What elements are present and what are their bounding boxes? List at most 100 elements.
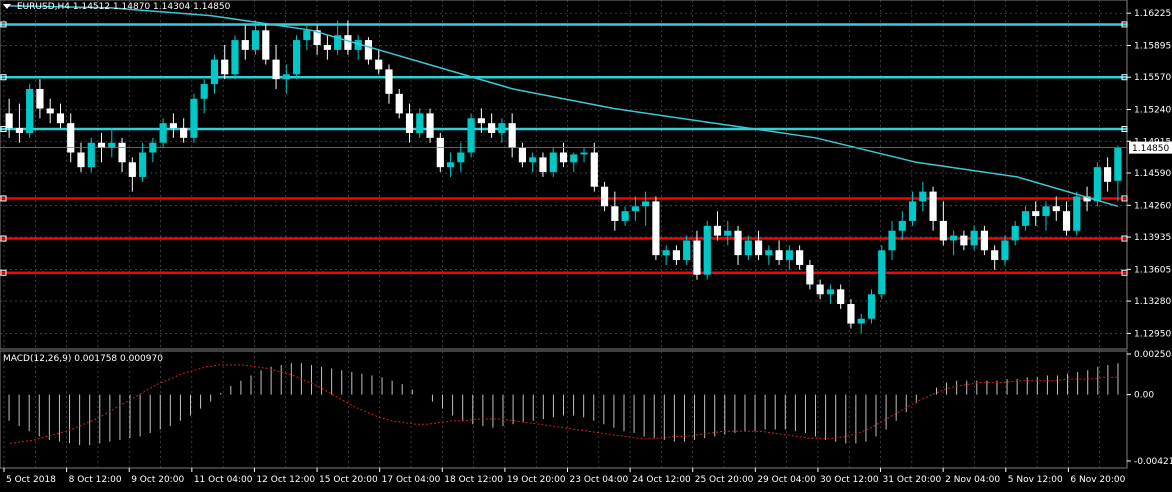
- candle-body: [765, 250, 773, 256]
- line-handle[interactable]: [1121, 195, 1128, 202]
- line-handle[interactable]: [1121, 126, 1128, 133]
- candle-body: [477, 118, 485, 124]
- current-price-label: 1.14850: [1132, 144, 1169, 154]
- candle-body: [652, 201, 660, 256]
- price-axis-label: 1.12950: [1134, 329, 1171, 339]
- candle-body: [878, 250, 886, 295]
- candle-body: [1001, 240, 1009, 261]
- macd-panel-frame: [0, 350, 1128, 469]
- time-axis-label: 18 Oct 12:00: [444, 475, 503, 485]
- candle-body: [590, 152, 598, 187]
- time-axis-label: 29 Oct 04:00: [757, 475, 816, 485]
- candle-body: [231, 40, 239, 75]
- time-axis-label: 23 Oct 04:00: [570, 475, 629, 485]
- time-axis-label: 5 Nov 12:00: [1008, 475, 1063, 485]
- candle-body: [169, 123, 177, 129]
- line-handle[interactable]: [1121, 21, 1128, 28]
- candle-body: [108, 142, 116, 148]
- price-axis-label: 1.16225: [1134, 9, 1171, 19]
- candle-body: [806, 264, 814, 285]
- candle-body: [703, 225, 711, 275]
- time-axis-label: 30 Oct 12:00: [820, 475, 879, 485]
- price-axis-label: 1.15895: [1134, 41, 1171, 51]
- candle-body: [457, 152, 465, 163]
- candle-body: [837, 289, 845, 305]
- candle-body: [36, 88, 44, 109]
- candle-body: [508, 123, 516, 148]
- candle-body: [190, 98, 198, 138]
- candle-body: [1042, 206, 1050, 217]
- candle-body: [128, 162, 136, 177]
- price-panel-frame: [0, 0, 1128, 350]
- candle-body: [272, 59, 280, 80]
- candle-body: [642, 201, 650, 207]
- line-handle[interactable]: [0, 21, 7, 28]
- price-axis-label: 1.13935: [1134, 233, 1171, 243]
- line-handle[interactable]: [1121, 74, 1128, 81]
- current-price-tag: [1129, 141, 1172, 154]
- line-handle[interactable]: [0, 74, 7, 81]
- candle-body: [919, 191, 927, 202]
- macd-signal-line: [10, 364, 1117, 444]
- candle-body: [1052, 206, 1060, 212]
- line-handle[interactable]: [0, 269, 7, 276]
- candle-body: [970, 230, 978, 246]
- line-handle[interactable]: [1121, 235, 1128, 242]
- price-axis-label: 1.13280: [1134, 297, 1171, 307]
- candle-body: [180, 128, 188, 138]
- price-axis-label: 1.13605: [1134, 265, 1171, 275]
- candle-body: [991, 250, 999, 261]
- candle-body: [5, 113, 13, 129]
- price-axis-label: 1.14260: [1134, 201, 1171, 211]
- candle-body: [683, 240, 691, 261]
- candle-body: [282, 74, 290, 80]
- candle-body: [138, 152, 147, 177]
- candle-body: [67, 123, 75, 153]
- candle-body: [77, 152, 85, 168]
- time-axis-label: 5 Oct 2018: [6, 475, 56, 485]
- candle-body: [292, 40, 301, 75]
- candle-body: [908, 201, 917, 221]
- time-axis-label: 17 Oct 04:00: [382, 475, 441, 485]
- price-axis-label: 1.15570: [1134, 73, 1171, 83]
- candle-body: [87, 142, 95, 168]
- symbol-label: EURUSD,H4: [16, 2, 70, 12]
- candle-body: [395, 93, 403, 114]
- candle-body: [888, 230, 896, 251]
- candle-body: [713, 225, 722, 236]
- triangle-down-icon[interactable]: [3, 4, 11, 9]
- candle-body: [436, 137, 444, 168]
- time-axis-label: 12 Oct 12:00: [256, 475, 315, 485]
- candle-body: [980, 230, 989, 251]
- time-axis-label: 24 Oct 12:00: [632, 475, 691, 485]
- candle-body: [518, 147, 527, 163]
- candle-body: [570, 154, 578, 163]
- candle-body: [375, 59, 383, 70]
- chart-header: EURUSD,H4 1.14512 1.14870 1.14304 1.1485…: [3, 2, 230, 12]
- candle-body: [334, 35, 342, 50]
- candle-body: [857, 318, 865, 324]
- candle-body: [549, 152, 557, 173]
- candle-body: [867, 294, 876, 319]
- line-handle[interactable]: [1121, 269, 1128, 276]
- candle-body: [724, 230, 732, 236]
- candle-body: [118, 142, 126, 163]
- candle-body: [826, 289, 835, 295]
- candle-body: [539, 157, 547, 173]
- candle-body: [816, 284, 824, 295]
- line-handle[interactable]: [0, 195, 7, 202]
- candle-body: [221, 59, 229, 75]
- candle-body: [1062, 211, 1071, 231]
- candle-body: [559, 152, 568, 163]
- time-axis-label: 15 Oct 20:00: [319, 475, 378, 485]
- candle-body: [580, 152, 588, 155]
- macd-axis-label: -0.004212: [1134, 457, 1172, 467]
- candle-body: [672, 250, 681, 261]
- line-handle[interactable]: [0, 235, 7, 242]
- time-axis-label: 8 Oct 12:00: [69, 475, 122, 485]
- line-handle[interactable]: [0, 126, 7, 133]
- candle-body: [1104, 167, 1112, 182]
- candle-body: [939, 220, 947, 241]
